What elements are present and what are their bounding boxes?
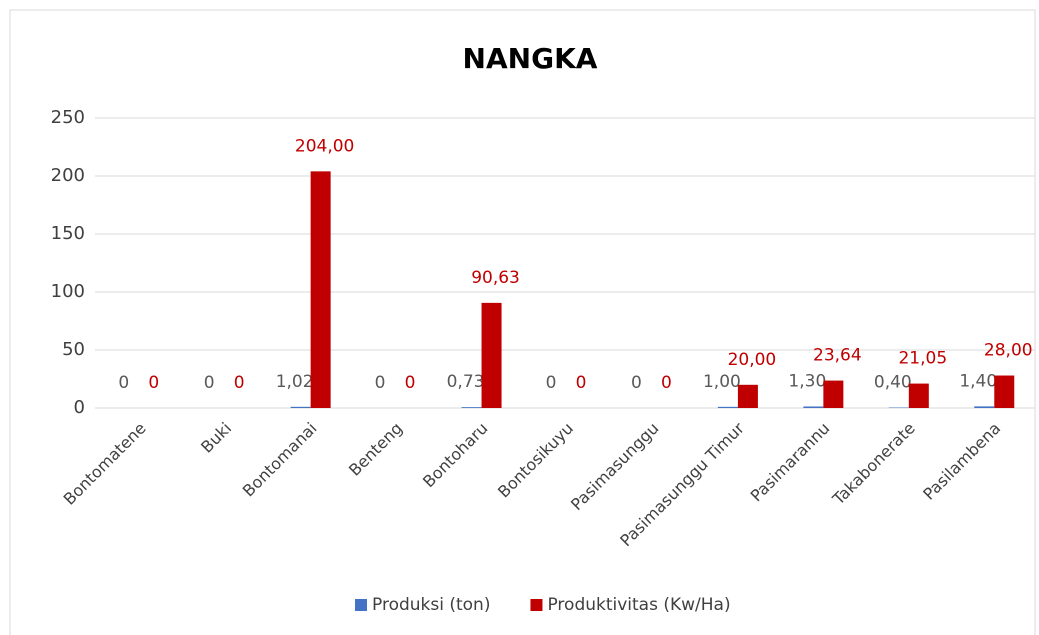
data-label: 21,05 xyxy=(898,349,947,369)
legend-swatch xyxy=(530,599,543,611)
bar xyxy=(908,383,929,408)
data-label: 1,00 xyxy=(703,372,741,392)
chart-title: NANGKA xyxy=(463,42,598,75)
data-label: 0 xyxy=(405,373,416,393)
y-tick-label: 100 xyxy=(51,281,85,302)
data-label: 0 xyxy=(661,373,672,393)
y-tick-label: 150 xyxy=(51,223,85,244)
chart-frame xyxy=(9,9,1036,635)
bar xyxy=(310,171,331,408)
data-label: 204,00 xyxy=(295,136,354,156)
data-label: 20,00 xyxy=(728,350,777,370)
legend-swatch xyxy=(355,599,367,611)
bar xyxy=(803,406,824,408)
data-label: 23,64 xyxy=(813,346,862,366)
y-tick-label: 0 xyxy=(74,397,85,418)
data-label: 0 xyxy=(118,373,129,393)
y-tick-label: 250 xyxy=(51,107,85,128)
data-label: 1,02 xyxy=(276,372,314,392)
data-label: 1,40 xyxy=(959,371,997,391)
data-label: 90,63 xyxy=(471,268,520,288)
data-label: 28,00 xyxy=(984,341,1033,361)
bar xyxy=(974,406,995,408)
bar xyxy=(994,375,1015,408)
legend-label: Produktivitas (Kw/Ha) xyxy=(547,595,730,615)
bar xyxy=(823,380,844,408)
data-label: 0 xyxy=(148,373,159,393)
data-label: 1,30 xyxy=(788,371,826,391)
bar xyxy=(717,406,738,408)
data-label: 0 xyxy=(234,373,245,393)
bar xyxy=(290,406,311,408)
data-label: 0,73 xyxy=(447,372,485,392)
bar xyxy=(481,302,502,408)
data-label: 0 xyxy=(546,373,557,393)
bar xyxy=(461,407,482,408)
legend-label: Produksi (ton) xyxy=(372,595,490,615)
y-tick-label: 200 xyxy=(51,165,85,186)
data-label: 0 xyxy=(631,373,642,393)
data-label: 0 xyxy=(576,373,587,393)
data-label: 0 xyxy=(375,373,386,393)
data-label: 0,40 xyxy=(874,373,912,393)
data-label: 0 xyxy=(204,373,215,393)
bar xyxy=(737,384,758,408)
y-tick-label: 50 xyxy=(62,339,85,360)
